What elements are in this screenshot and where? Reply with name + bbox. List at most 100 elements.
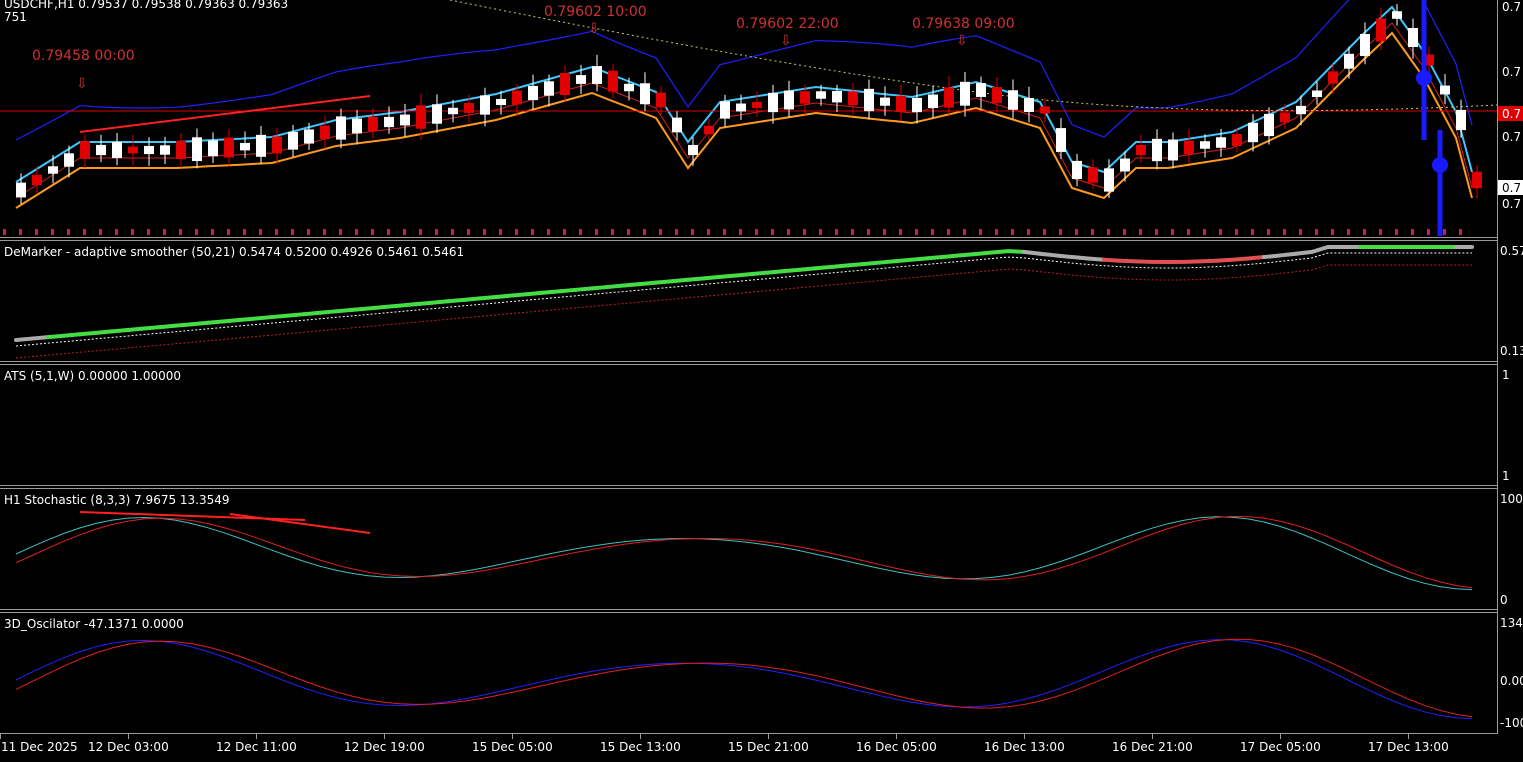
candle-body bbox=[1104, 168, 1114, 192]
signal-marker bbox=[867, 229, 870, 235]
demarker-line-segment bbox=[1022, 249, 1042, 256]
signal-marker bbox=[1395, 229, 1398, 235]
signal-marker bbox=[755, 229, 758, 235]
signal-marker bbox=[1235, 229, 1238, 235]
price-panel[interactable] bbox=[0, 0, 1498, 236]
signal-marker bbox=[899, 229, 902, 235]
candle-body bbox=[352, 118, 362, 134]
signal-marker bbox=[835, 229, 838, 235]
cyan-ma-line bbox=[15, 5, 1473, 183]
signal-marker bbox=[979, 229, 982, 235]
price-trendline bbox=[79, 95, 371, 133]
stochastic-panel bbox=[15, 511, 1473, 591]
price-axis-label: 0.7 bbox=[1502, 65, 1521, 79]
signal-marker bbox=[1027, 229, 1030, 235]
demarker-line-segment bbox=[686, 276, 706, 282]
demarker-line-segment bbox=[606, 283, 626, 289]
candle-body bbox=[1280, 112, 1290, 123]
time-axis-label: 16 Dec 13:00 bbox=[984, 740, 1065, 754]
demarker-line-segment bbox=[702, 274, 722, 281]
oscillator-signal-line bbox=[15, 638, 1473, 718]
signal-marker bbox=[387, 229, 390, 235]
candle-body bbox=[304, 129, 314, 144]
signal-marker bbox=[227, 229, 230, 235]
candle-body bbox=[832, 90, 842, 103]
price-axis-label: 0.7 bbox=[1502, 130, 1521, 144]
down-arrow-icon: ⇩ bbox=[780, 33, 792, 49]
demarker-line-segment bbox=[206, 319, 226, 325]
time-axis-label: 12 Dec 03:00 bbox=[88, 740, 169, 754]
demarker-line-segment bbox=[430, 299, 450, 305]
demarker-line-segment bbox=[94, 329, 114, 335]
demarker-line-segment bbox=[14, 336, 34, 342]
candle-body bbox=[1392, 11, 1402, 19]
time-axis-label: 15 Dec 05:00 bbox=[472, 740, 553, 754]
demarker-line-segment bbox=[238, 316, 258, 322]
signal-marker bbox=[1123, 229, 1126, 235]
candle-body bbox=[752, 101, 762, 109]
candle-body bbox=[1216, 137, 1226, 148]
candle-body bbox=[432, 104, 442, 124]
demarker-line-segment bbox=[366, 305, 386, 311]
candle-body bbox=[400, 114, 410, 126]
oscillator-panel bbox=[15, 638, 1473, 720]
price-axis-label: 0.7 bbox=[1502, 181, 1521, 195]
demarker-line-segment bbox=[478, 294, 498, 301]
signal-marker bbox=[659, 229, 662, 235]
candle-body bbox=[512, 90, 522, 105]
signal-marker bbox=[515, 229, 518, 235]
signal-marker bbox=[67, 229, 70, 235]
candle-body bbox=[736, 103, 746, 112]
candle-body bbox=[1136, 144, 1146, 156]
demarker-title: DeMarker - adaptive smoother (50,21) 0.5… bbox=[4, 245, 464, 259]
demarker-panel bbox=[14, 245, 1474, 359]
candle-body bbox=[144, 145, 154, 155]
candle-body bbox=[608, 70, 618, 92]
oscillator-main-line bbox=[15, 639, 1473, 720]
stoch-axis-label: 100 bbox=[1500, 492, 1523, 506]
candle-body bbox=[1184, 140, 1194, 155]
candle-body bbox=[1232, 134, 1242, 146]
demarker-line-segment bbox=[334, 307, 354, 314]
demarker-line-segment bbox=[542, 289, 562, 295]
candle-body bbox=[704, 125, 714, 135]
price-axis-label: 0.7 bbox=[1502, 197, 1521, 211]
candle-body bbox=[32, 174, 42, 186]
candle-body bbox=[480, 95, 490, 115]
signal-marker bbox=[19, 229, 22, 235]
ats-axis-label: 1 bbox=[1502, 368, 1510, 382]
time-axis-label: 12 Dec 11:00 bbox=[216, 740, 297, 754]
candle-body bbox=[592, 66, 602, 84]
signal-marker bbox=[83, 229, 86, 235]
demarker-line-segment bbox=[750, 270, 770, 277]
candle-body bbox=[848, 91, 858, 106]
demarker-line-segment bbox=[846, 261, 866, 268]
signal-marker bbox=[179, 229, 182, 235]
demarker-line-segment bbox=[590, 284, 610, 291]
signal-marker bbox=[803, 229, 806, 235]
panel-borders bbox=[0, 0, 1498, 734]
demarker-line-segment bbox=[894, 257, 914, 264]
stochastic-signal-line bbox=[15, 515, 1473, 589]
signal-marker bbox=[1155, 229, 1158, 235]
signal-marker bbox=[1075, 229, 1078, 235]
demarker-line-segment bbox=[1294, 249, 1314, 256]
candle-body bbox=[1072, 160, 1082, 180]
demarker-line-segment bbox=[318, 309, 338, 315]
demarker-line-segment bbox=[974, 250, 994, 256]
demarker-line-segment bbox=[1262, 253, 1282, 260]
signal-marker bbox=[243, 229, 246, 235]
time-axis-label: 16 Dec 21:00 bbox=[1112, 740, 1193, 754]
signal-marker bbox=[1411, 229, 1414, 235]
signal-marker bbox=[851, 229, 854, 235]
time-axis-label: 12 Dec 19:00 bbox=[344, 740, 425, 754]
demarker-line-segment bbox=[1310, 245, 1330, 254]
time-axis-label: 15 Dec 13:00 bbox=[600, 740, 681, 754]
demarker-line-segment bbox=[414, 300, 434, 307]
signal-marker bbox=[211, 229, 214, 235]
demarker-line-segment bbox=[30, 335, 50, 341]
signal-marker bbox=[1203, 229, 1206, 235]
candle-body bbox=[960, 81, 970, 106]
signal-marker bbox=[1427, 229, 1430, 235]
